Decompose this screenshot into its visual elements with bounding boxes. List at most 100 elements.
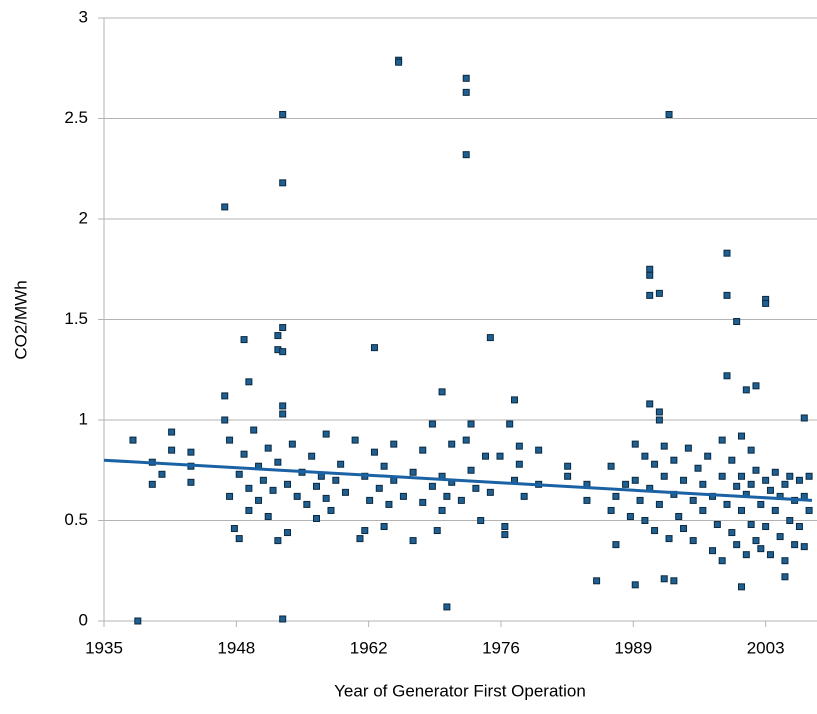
scatter-point [370, 448, 378, 456]
scatter-point [723, 249, 731, 257]
scatter-point [327, 506, 335, 514]
y-tick-label: 1.5 [64, 309, 88, 328]
scatter-point [312, 482, 320, 490]
scatter-point [134, 617, 142, 625]
scatter-point [274, 537, 282, 545]
scatter-point [303, 500, 311, 508]
scatter-point [279, 348, 287, 356]
scatter-point [308, 452, 316, 460]
scatter-point [380, 523, 388, 531]
scatter-point [428, 420, 436, 428]
scatter-point [187, 448, 195, 456]
scatter-point [641, 517, 649, 524]
scatter-point [747, 521, 755, 529]
scatter-point [757, 500, 765, 508]
scatter-point [462, 436, 470, 444]
scatter-point [660, 442, 668, 450]
scatter-point [564, 472, 572, 480]
scatter-point [482, 452, 490, 460]
scatter-point [438, 388, 446, 396]
scatter-point [443, 492, 451, 500]
scatter-point [230, 525, 238, 533]
scatter-point [168, 428, 176, 436]
scatter-point [795, 523, 803, 531]
scatter-point [235, 535, 243, 543]
scatter-point [718, 557, 726, 565]
scatter-point [462, 88, 470, 96]
scatter-point [467, 420, 475, 428]
scatter-point [737, 432, 745, 440]
scatter-point [737, 583, 745, 591]
scatter-point [655, 289, 663, 297]
scatter-point [269, 486, 277, 494]
scatter-point [486, 488, 494, 496]
scatter-point [626, 512, 634, 520]
scatter-point [279, 179, 287, 187]
scatter-point [742, 551, 750, 559]
scatter-point [433, 527, 441, 535]
scatter-point [235, 470, 243, 478]
scatter-point [419, 446, 427, 454]
scatter-point [728, 529, 736, 537]
scatter-point [583, 496, 591, 504]
y-tick-label: 2 [79, 208, 88, 227]
scatter-point [264, 512, 272, 520]
scatter-point [651, 527, 659, 535]
scatter-point [221, 392, 229, 400]
y-tick-label: 0.5 [64, 510, 88, 529]
scatter-point [646, 265, 654, 273]
x-tick-label: 1976 [482, 638, 520, 657]
scatter-point [762, 299, 770, 307]
scatter-point [221, 416, 229, 424]
scatter-point [694, 464, 702, 472]
scatter-point [646, 291, 654, 299]
scatter-point [670, 577, 678, 585]
scatter-point [322, 430, 330, 438]
scatter-point [646, 400, 654, 408]
scatter-point [428, 482, 436, 490]
scatter-point [655, 500, 663, 508]
scatter-point [226, 492, 234, 500]
scatter-point [457, 496, 465, 504]
scatter-point [781, 480, 789, 488]
scatter-point [168, 446, 176, 454]
scatter-point [718, 436, 726, 444]
scatter-point [288, 440, 296, 448]
scatter-point [501, 523, 509, 531]
y-tick-label: 1 [79, 409, 88, 428]
scatter-point [385, 500, 393, 508]
scatter-point [680, 525, 688, 533]
scatter-point [786, 472, 794, 480]
scatter-point [709, 547, 717, 555]
scatter-point [486, 334, 494, 342]
scatter-point [805, 506, 813, 514]
scatter-point [771, 468, 779, 476]
scatter-point [395, 58, 403, 66]
scatter-point [757, 545, 765, 553]
scatter-point [752, 382, 760, 390]
scatter-point [129, 436, 137, 444]
scatter-point [631, 581, 639, 589]
scatter-point [762, 476, 770, 484]
scatter-point [250, 426, 258, 434]
scatter-point [675, 512, 683, 520]
scatter-point [535, 446, 543, 454]
scatter-point [356, 535, 364, 543]
trend-line [103, 458, 813, 502]
scatter-point [279, 110, 287, 118]
x-axis-title: Year of Generator First Operation [334, 681, 586, 700]
scatter-point [655, 408, 663, 416]
x-tick-label: 1962 [350, 638, 388, 657]
scatter-point [752, 537, 760, 545]
scatter-point [631, 476, 639, 484]
scatter-point [477, 517, 485, 524]
scatter-point [699, 506, 707, 514]
scatter-point [515, 460, 523, 468]
scatter-point [312, 514, 320, 522]
scatter-point [520, 492, 528, 500]
scatter-point [622, 480, 630, 488]
scatter-point [752, 466, 760, 474]
scatter-point [245, 378, 253, 386]
scatter-point [284, 480, 292, 488]
